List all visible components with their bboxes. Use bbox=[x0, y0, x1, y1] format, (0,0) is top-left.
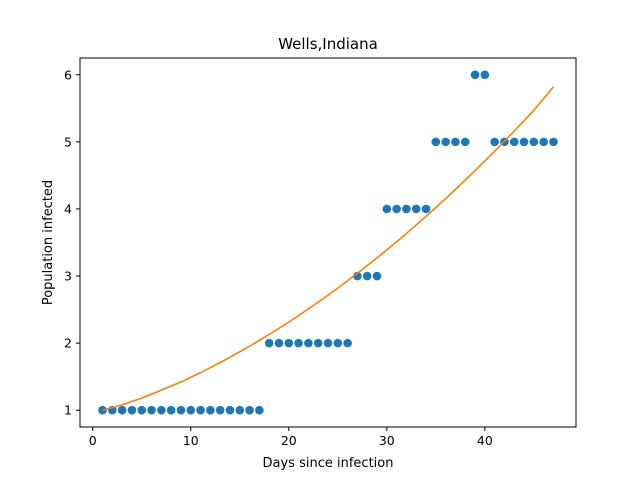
data-point bbox=[255, 405, 264, 415]
data-point bbox=[147, 405, 156, 415]
data-point bbox=[137, 405, 147, 415]
data-point bbox=[451, 137, 460, 147]
data-point bbox=[470, 70, 480, 80]
data-point bbox=[549, 137, 558, 147]
y-tick-label: 4 bbox=[64, 201, 72, 216]
x-tick-label: 0 bbox=[89, 433, 97, 448]
fit-line bbox=[102, 86, 555, 411]
data-point bbox=[294, 338, 303, 348]
axis-ticks: 0 10 20 30 40 1 2 3 4 5 6 bbox=[64, 67, 493, 448]
chart-title: Wells,Indiana bbox=[278, 35, 378, 53]
y-tick-label: 5 bbox=[64, 134, 72, 149]
data-point bbox=[196, 405, 205, 415]
data-point bbox=[157, 405, 166, 415]
x-tick-label: 10 bbox=[183, 433, 199, 448]
x-tick-label: 40 bbox=[477, 433, 493, 448]
data-point bbox=[353, 271, 362, 281]
data-point bbox=[529, 137, 539, 147]
x-tick-label: 20 bbox=[281, 433, 297, 448]
y-tick-label: 2 bbox=[64, 336, 72, 351]
data-point bbox=[274, 338, 284, 348]
data-point bbox=[372, 271, 382, 281]
data-point bbox=[362, 271, 372, 281]
data-point bbox=[235, 405, 245, 415]
data-point bbox=[519, 137, 529, 147]
data-point bbox=[284, 338, 294, 348]
data-point bbox=[490, 137, 499, 147]
y-tick-label: 1 bbox=[64, 403, 72, 418]
data-point bbox=[539, 137, 548, 147]
data-point bbox=[304, 338, 313, 348]
data-point bbox=[176, 405, 186, 415]
data-point bbox=[411, 204, 421, 214]
data-point bbox=[323, 338, 333, 348]
x-axis-label: Days since infection bbox=[263, 456, 394, 471]
plot-area bbox=[98, 70, 558, 415]
data-point bbox=[206, 405, 215, 415]
data-point bbox=[215, 405, 225, 415]
data-point bbox=[382, 204, 392, 214]
data-point bbox=[245, 405, 254, 415]
data-point bbox=[392, 204, 401, 214]
data-point bbox=[264, 338, 274, 348]
y-tick-label: 3 bbox=[64, 269, 72, 284]
y-axis-label: Population infected bbox=[41, 180, 56, 305]
data-point bbox=[225, 405, 235, 415]
data-point bbox=[98, 405, 107, 415]
data-point bbox=[431, 137, 441, 147]
data-point bbox=[166, 405, 176, 415]
data-point bbox=[421, 204, 431, 214]
data-point bbox=[313, 338, 323, 348]
data-point bbox=[343, 338, 352, 348]
data-point bbox=[460, 137, 470, 147]
data-point bbox=[117, 405, 127, 415]
data-point bbox=[402, 204, 411, 214]
data-point bbox=[509, 137, 519, 147]
data-point bbox=[480, 70, 490, 80]
data-point bbox=[127, 405, 137, 415]
data-point bbox=[333, 338, 343, 348]
plot-frame bbox=[79, 57, 577, 428]
x-tick-label: 30 bbox=[379, 433, 395, 448]
data-point bbox=[186, 405, 196, 415]
data-point bbox=[441, 137, 450, 147]
y-tick-label: 6 bbox=[64, 67, 72, 82]
